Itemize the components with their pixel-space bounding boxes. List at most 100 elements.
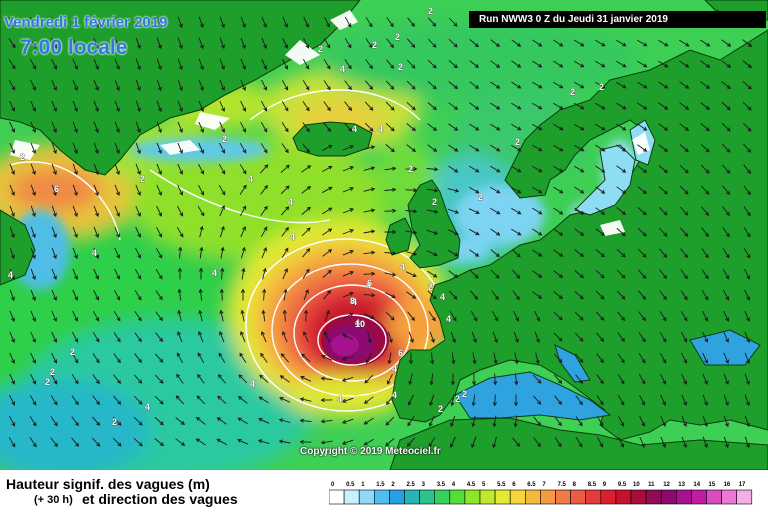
direction-arrow <box>490 165 501 173</box>
direction-arrow <box>72 247 78 259</box>
direction-arrow <box>51 331 58 343</box>
direction-arrow <box>472 373 477 386</box>
labrador-land <box>0 209 36 286</box>
direction-arrow <box>406 101 416 111</box>
direction-arrow <box>722 268 730 280</box>
storm-core <box>321 314 389 366</box>
color-scale: 0 0.5 1 1.5 2 2.5 3 3.5 4 4.5 5 5.5 6 6.5 7 7.5 8 8.5 9 9.5… <box>329 482 753 505</box>
direction-arrow <box>178 246 183 259</box>
legend-forecast-hours: (+ 30 h) <box>34 494 73 506</box>
direction-arrow <box>261 309 266 322</box>
direction-arrow <box>450 394 455 407</box>
direction-arrow <box>71 416 79 427</box>
direction-arrow <box>448 102 459 110</box>
direction-arrow <box>553 207 564 215</box>
direction-arrow <box>135 100 141 113</box>
direction-arrow <box>700 39 711 47</box>
direction-arrow <box>135 37 141 49</box>
direction-arrow <box>300 376 312 382</box>
direction-arrow <box>218 163 226 175</box>
direction-arrow <box>490 207 501 215</box>
direction-arrow <box>658 60 669 68</box>
direction-arrow <box>407 416 415 427</box>
direction-arrow <box>681 331 688 343</box>
direction-arrow <box>511 102 522 110</box>
model-run-info: Run NWW3 0 Z du Jeudi 31 janvier 2019 <box>469 11 766 28</box>
scale-tick-label: 7.5 <box>558 482 567 488</box>
direction-arrow <box>51 247 57 260</box>
direction-arrow <box>554 374 563 384</box>
direction-arrow <box>513 415 518 428</box>
direction-arrow <box>135 121 141 134</box>
direction-arrow <box>9 184 15 196</box>
direction-arrow <box>680 290 688 301</box>
direction-arrow <box>617 332 625 343</box>
direction-arrow <box>490 269 500 279</box>
direction-arrow <box>386 38 394 49</box>
direction-arrow <box>532 291 543 299</box>
contour-label: 2 <box>395 32 400 42</box>
direction-arrow <box>406 291 417 299</box>
direction-arrow <box>700 60 711 68</box>
direction-arrow <box>702 331 709 343</box>
direction-arrow <box>9 352 15 364</box>
direction-arrow <box>199 267 204 280</box>
direction-arrow <box>471 436 477 449</box>
iceland-land <box>292 121 373 157</box>
direction-arrow <box>177 142 183 154</box>
direction-arrow <box>405 166 418 172</box>
direction-arrow <box>553 291 563 300</box>
direction-arrow <box>9 373 15 385</box>
direction-arrow <box>511 248 521 258</box>
direction-arrow <box>513 310 520 322</box>
direction-arrow <box>723 373 729 385</box>
direction-arrow <box>260 143 268 154</box>
direction-arrow <box>658 206 668 216</box>
direction-arrow <box>155 269 163 280</box>
direction-arrow <box>595 123 606 131</box>
direction-arrow <box>93 142 99 155</box>
direction-arrow <box>471 415 476 428</box>
direction-arrow <box>342 334 354 340</box>
direction-arrow <box>744 310 750 322</box>
direction-arrow <box>219 225 225 238</box>
direction-arrow <box>405 251 418 256</box>
direction-arrow <box>302 248 311 258</box>
legend-title-wave-height: Hauteur signif. des vagues (m) <box>6 476 210 492</box>
direction-arrow <box>616 207 627 216</box>
direction-arrow <box>323 80 331 91</box>
direction-arrow <box>9 394 16 406</box>
direction-arrow <box>51 100 57 112</box>
direction-arrow <box>535 352 540 365</box>
contour-label: 2 <box>432 197 437 207</box>
direction-arrow <box>72 121 78 134</box>
direction-arrow <box>471 331 477 344</box>
contour-lines <box>9 89 447 412</box>
direction-arrow <box>176 226 184 238</box>
direction-arrow <box>386 395 394 406</box>
direction-arrow <box>219 205 225 217</box>
direction-arrow <box>197 373 205 384</box>
direction-arrow <box>9 121 15 133</box>
direction-arrow <box>408 373 413 386</box>
direction-arrow <box>177 79 183 92</box>
scale-tick-label: 8 <box>573 482 577 488</box>
direction-arrow <box>574 290 584 300</box>
direction-arrow <box>51 268 57 280</box>
direction-arrow <box>217 395 227 405</box>
contour-label: 4 <box>352 124 357 134</box>
direction-arrow <box>197 352 205 364</box>
direction-arrow <box>154 417 164 426</box>
direction-arrow <box>176 373 184 384</box>
scale-tick-label: 10 <box>633 482 640 488</box>
scale-tick-label: 2.5 <box>407 482 416 488</box>
direction-arrow <box>554 416 562 427</box>
contour-label: 2 <box>428 282 433 292</box>
direction-arrow <box>450 331 456 344</box>
direction-arrow <box>659 311 667 322</box>
direction-arrow <box>177 267 182 280</box>
direction-arrow <box>385 101 395 111</box>
direction-arrow <box>71 352 79 364</box>
direction-arrow <box>114 79 120 92</box>
direction-arrow <box>240 288 246 301</box>
